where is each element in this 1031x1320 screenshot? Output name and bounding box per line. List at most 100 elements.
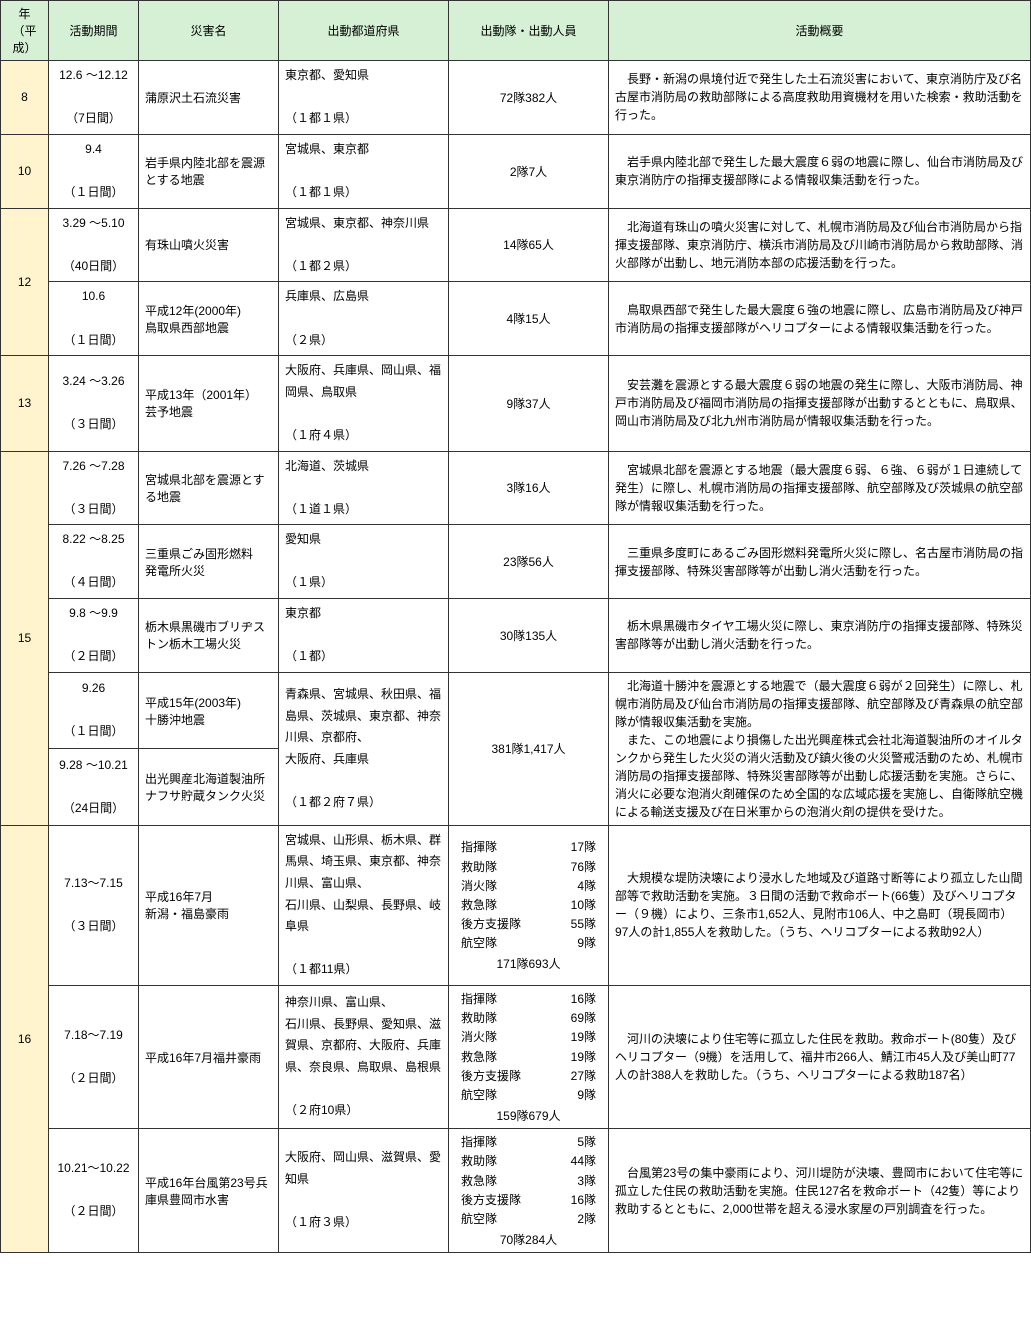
pref-cell: 宮城県、東京都（１都１県）	[279, 134, 449, 208]
period-cell: 7.26 ～7.28（３日間）	[49, 451, 139, 525]
disaster-cell: 蒲原沢土石流災害	[139, 61, 279, 135]
pref-cell: 大阪府、兵庫県、岡山県、福岡県、鳥取県（１府４県）	[279, 356, 449, 451]
disaster-cell: 栃木県黒磯市ブリヂストン栃木工場火災	[139, 599, 279, 673]
year-cell: 16	[1, 825, 49, 1252]
teams-cell: 3隊16人	[449, 451, 609, 525]
period-cell: 9.4（１日間）	[49, 134, 139, 208]
h-summary: 活動概要	[609, 1, 1031, 61]
table-row: 9.8 ～9.9（２日間）栃木県黒磯市ブリヂストン栃木工場火災東京都（１都）30…	[1, 599, 1031, 673]
h-teams: 出動隊・出動人員	[449, 1, 609, 61]
summary-cell: 大規模な堤防決壊により浸水した地域及び道路寸断等により孤立した山間部等で救助活動…	[609, 825, 1031, 985]
team-total: 70隊284人	[461, 1231, 596, 1248]
summary-cell: 北海道有珠山の噴火災害に対して、札幌市消防局及び仙台市消防局から指揮支援部隊、東…	[609, 208, 1031, 282]
period-cell: 3.24 ～3.26（３日間）	[49, 356, 139, 451]
summary-cell: 三重県多度町にあるごみ固形燃料発電所火災に際し、名古屋市消防局の指揮支援部隊、特…	[609, 525, 1031, 599]
teams-cell: 2隊7人	[449, 134, 609, 208]
team-detail-row: 後方支援隊16隊	[461, 1191, 596, 1210]
disaster-cell: 有珠山噴火災害	[139, 208, 279, 282]
year-cell: 13	[1, 356, 49, 451]
disaster-table: 年（平成） 活動期間 災害名 出動都道府県 出動隊・出動人員 活動概要 812.…	[0, 0, 1031, 1253]
team-detail-row: 消火隊4隊	[461, 877, 596, 896]
pref-cell: 東京都、愛知県（１都１県）	[279, 61, 449, 135]
team-detail-row: 救急隊3隊	[461, 1172, 596, 1191]
period-cell: 10.6（１日間）	[49, 282, 139, 356]
table-row: 10.21～10.22（２日間）平成16年台風第23号兵庫県豊岡市水害大阪府、岡…	[1, 1129, 1031, 1253]
disaster-cell: 平成16年7月新潟・福島豪雨	[139, 825, 279, 985]
table-row: 9.26（１日間）平成15年(2003年)十勝沖地震青森県、宮城県、秋田県、福島…	[1, 672, 1031, 749]
team-detail-row: 後方支援隊55隊	[461, 915, 596, 934]
team-detail-row: 消火隊19隊	[461, 1028, 596, 1047]
year-cell: 15	[1, 451, 49, 825]
table-row: 10.6（１日間）平成12年(2000年)鳥取県西部地震兵庫県、広島県（２県）4…	[1, 282, 1031, 356]
team-detail-row: 後方支援隊27隊	[461, 1067, 596, 1086]
disaster-cell: 平成16年台風第23号兵庫県豊岡市水害	[139, 1129, 279, 1253]
team-detail-row: 救急隊19隊	[461, 1048, 596, 1067]
teams-cell: 4隊15人	[449, 282, 609, 356]
disaster-cell: 岩手県内陸北部を震源とする地震	[139, 134, 279, 208]
table-row: 8.22 ～8.25（４日間）三重県ごみ固形燃料発電所火災愛知県（１県）23隊5…	[1, 525, 1031, 599]
team-detail-row: 航空隊2隊	[461, 1210, 596, 1229]
summary-cell: 鳥取県西部で発生した最大震度６強の地震に際し、広島市消防局及び神戸市消防局の指揮…	[609, 282, 1031, 356]
team-detail-row: 航空隊9隊	[461, 1086, 596, 1105]
summary-cell: 岩手県内陸北部で発生した最大震度６弱の地震に際し、仙台市消防局及び東京消防庁の指…	[609, 134, 1031, 208]
teams-cell: 14隊65人	[449, 208, 609, 282]
team-detail-row: 指揮隊17隊	[461, 838, 596, 857]
table-row: 123.29 ～5.10（40日間）有珠山噴火災害宮城県、東京都、神奈川県（１都…	[1, 208, 1031, 282]
summary-cell: 台風第23号の集中豪雨により、河川堤防が決壊、豊岡市において住宅等に孤立した住民…	[609, 1129, 1031, 1253]
team-detail-row: 救急隊10隊	[461, 896, 596, 915]
period-cell: 9.8 ～9.9（２日間）	[49, 599, 139, 673]
team-detail-row: 指揮隊5隊	[461, 1133, 596, 1152]
h-disaster: 災害名	[139, 1, 279, 61]
period-cell: 10.21～10.22（２日間）	[49, 1129, 139, 1253]
team-total: 171隊693人	[461, 955, 596, 972]
period-cell: 9.28 ～10.21（24日間）	[49, 749, 139, 826]
pref-cell: 宮城県、東京都、神奈川県（１都２県）	[279, 208, 449, 282]
h-pref: 出動都道府県	[279, 1, 449, 61]
period-cell: 8.22 ～8.25（４日間）	[49, 525, 139, 599]
summary-cell: 栃木県黒磯市タイヤ工場火災に際し、東京消防庁の指揮支援部隊、特殊災害部隊等が出動…	[609, 599, 1031, 673]
table-row: 157.26 ～7.28（３日間）宮城県北部を震源とする地震北海道、茨城県（１道…	[1, 451, 1031, 525]
teams-cell: 23隊56人	[449, 525, 609, 599]
team-detail-row: 救助隊44隊	[461, 1152, 596, 1171]
team-detail-row: 航空隊9隊	[461, 934, 596, 953]
pref-cell: 東京都（１都）	[279, 599, 449, 673]
teams-cell: 9隊37人	[449, 356, 609, 451]
teams-cell: 30隊135人	[449, 599, 609, 673]
header-row: 年（平成） 活動期間 災害名 出動都道府県 出動隊・出動人員 活動概要	[1, 1, 1031, 61]
teams-cell: 381隊1,417人	[449, 672, 609, 825]
disaster-cell: 三重県ごみ固形燃料発電所火災	[139, 525, 279, 599]
disaster-cell: 宮城県北部を震源とする地震	[139, 451, 279, 525]
pref-cell: 北海道、茨城県（１道１県）	[279, 451, 449, 525]
year-cell: 10	[1, 134, 49, 208]
pref-cell: 神奈川県、富山県、石川県、長野県、愛知県、滋賀県、京都府、大阪府、兵庫県、奈良県…	[279, 986, 449, 1129]
teams-cell: 指揮隊17隊救助隊76隊消火隊4隊救急隊10隊後方支援隊55隊航空隊9隊171隊…	[449, 825, 609, 985]
period-cell: 7.13～7.15（３日間）	[49, 825, 139, 985]
summary-cell: 北海道十勝沖を震源とする地震で（最大震度６弱が２回発生）に際し、札幌市消防局及び…	[609, 672, 1031, 825]
summary-cell: 長野・新潟の県境付近で発生した土石流災害において、東京消防庁及び名古屋市消防局の…	[609, 61, 1031, 135]
h-year: 年（平成）	[1, 1, 49, 61]
summary-cell: 宮城県北部を震源とする地震（最大震度６弱、６強、６弱が１日連続して発生）に際し、…	[609, 451, 1031, 525]
disaster-cell: 出光興産北海道製油所ナフサ貯蔵タンク火災	[139, 749, 279, 826]
period-cell: 7.18～7.19（２日間）	[49, 986, 139, 1129]
table-row: 7.18～7.19（２日間）平成16年7月福井豪雨神奈川県、富山県、石川県、長野…	[1, 986, 1031, 1129]
period-cell: 9.26（１日間）	[49, 672, 139, 749]
disaster-cell: 平成13年（2001年）芸予地震	[139, 356, 279, 451]
disaster-cell: 平成12年(2000年)鳥取県西部地震	[139, 282, 279, 356]
table-row: 109.4（１日間）岩手県内陸北部を震源とする地震宮城県、東京都（１都１県）2隊…	[1, 134, 1031, 208]
teams-cell: 指揮隊5隊救助隊44隊救急隊3隊後方支援隊16隊航空隊2隊 70隊284人	[449, 1129, 609, 1253]
teams-cell: 72隊382人	[449, 61, 609, 135]
period-cell: 3.29 ～5.10（40日間）	[49, 208, 139, 282]
h-period: 活動期間	[49, 1, 139, 61]
period-cell: 12.6 ～12.12（7日間）	[49, 61, 139, 135]
summary-cell: 安芸灘を震源とする最大震度６弱の地震の発生に際し、大阪市消防局、神戸市消防局及び…	[609, 356, 1031, 451]
table-row: 812.6 ～12.12（7日間）蒲原沢土石流災害東京都、愛知県（１都１県）72…	[1, 61, 1031, 135]
year-cell: 12	[1, 208, 49, 356]
pref-cell: 兵庫県、広島県（２県）	[279, 282, 449, 356]
disaster-cell: 平成15年(2003年)十勝沖地震	[139, 672, 279, 749]
team-detail-row: 指揮隊16隊	[461, 990, 596, 1009]
year-cell: 8	[1, 61, 49, 135]
teams-cell: 指揮隊16隊救助隊69隊消火隊19隊救急隊19隊後方支援隊27隊航空隊9隊159…	[449, 986, 609, 1129]
pref-cell: 大阪府、岡山県、滋賀県、愛知県（１府３県）	[279, 1129, 449, 1253]
table-row: 167.13～7.15（３日間）平成16年7月新潟・福島豪雨宮城県、山形県、栃木…	[1, 825, 1031, 985]
team-total: 159隊679人	[461, 1107, 596, 1124]
